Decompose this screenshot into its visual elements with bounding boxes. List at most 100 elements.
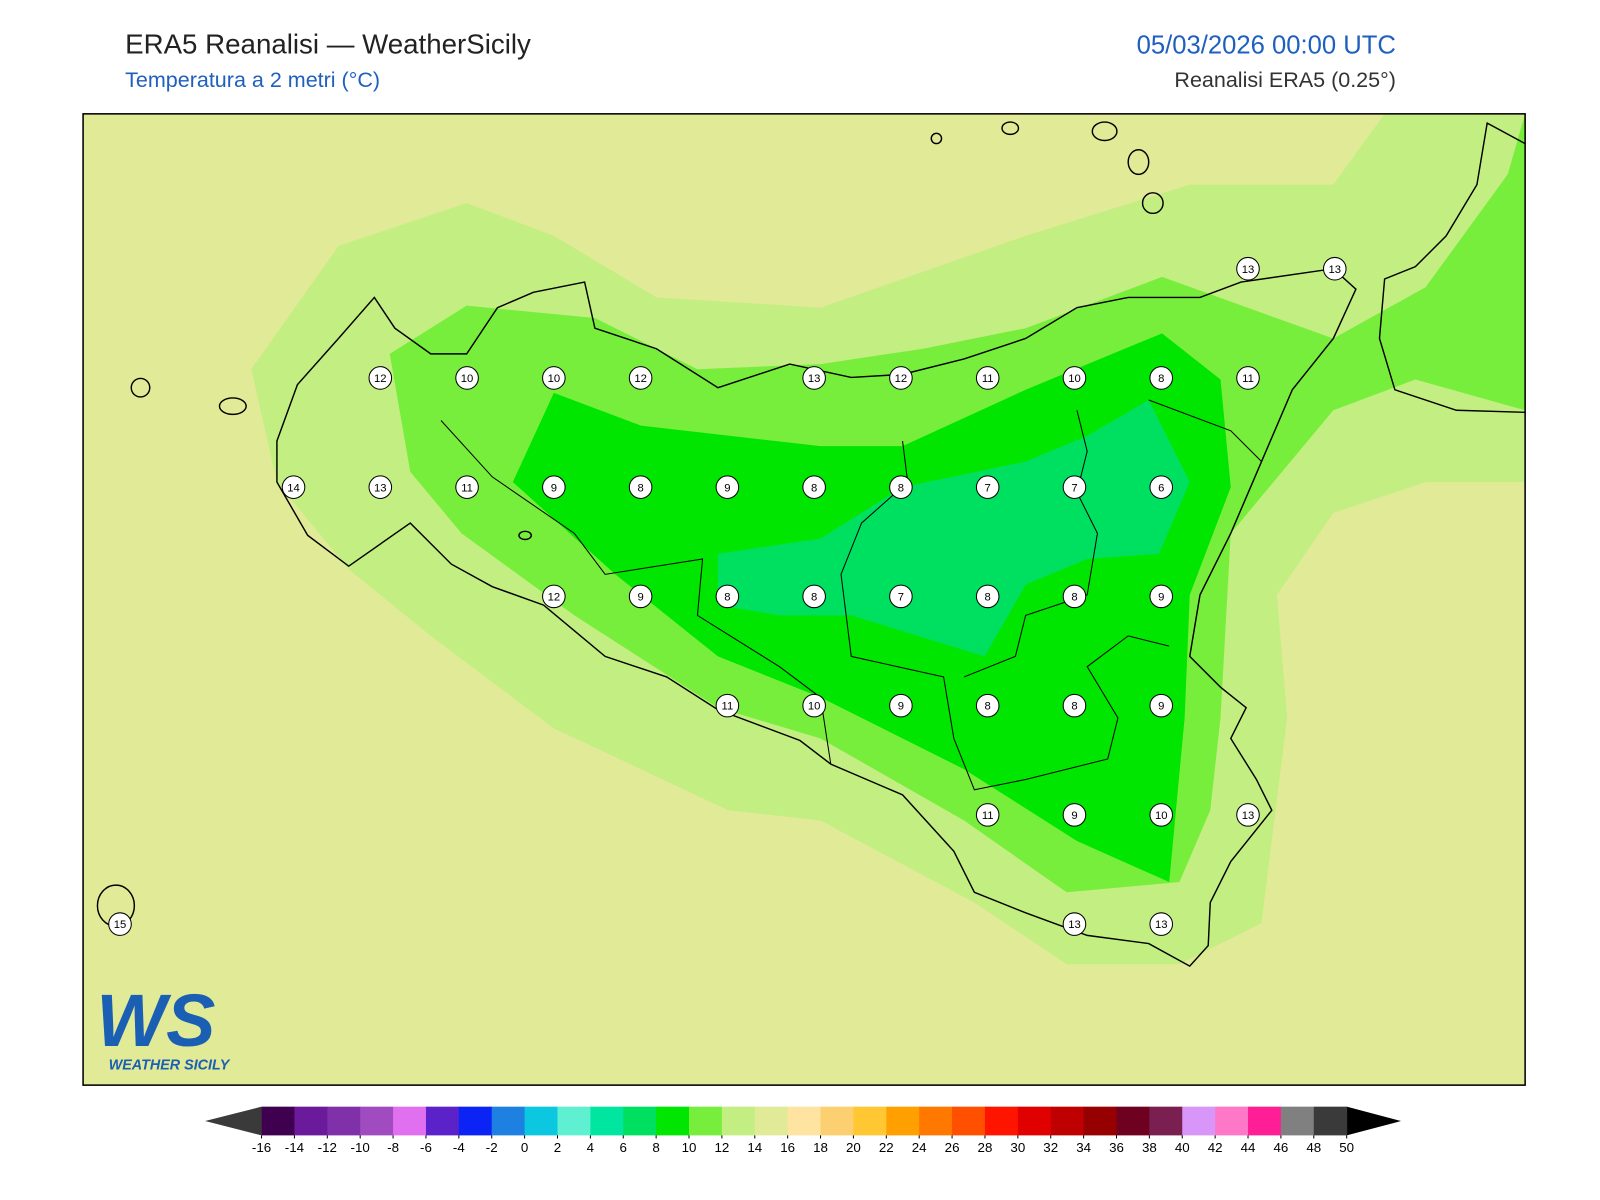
- station-value: 8: [1071, 592, 1077, 604]
- station-value: 7: [898, 592, 904, 604]
- station-marker: [802, 693, 826, 718]
- colorbar-tick-label: -4: [453, 1140, 465, 1155]
- station-marker: [802, 584, 826, 609]
- colorbar-tick-label: 0: [521, 1140, 528, 1155]
- colorbar-tick-label: 48: [1306, 1140, 1321, 1155]
- station-marker: [628, 366, 653, 390]
- colorbar-bin: [261, 1106, 295, 1136]
- station-marker: [368, 475, 393, 499]
- station-value: 8: [637, 482, 643, 494]
- station-marker: [715, 584, 740, 609]
- colorbar-tick-label: -8: [387, 1140, 399, 1155]
- station-marker: [889, 584, 913, 609]
- station-marker: [1062, 475, 1087, 499]
- colorbar-tick-label: 16: [780, 1140, 795, 1155]
- calabria-coast: [1378, 121, 1526, 414]
- colorbar-bin: [754, 1106, 789, 1136]
- colorbar-bin: [327, 1106, 361, 1136]
- colorbar-bin: [1083, 1106, 1118, 1136]
- sicily-coast: [276, 267, 1357, 968]
- station-value: 12: [548, 592, 561, 604]
- colorbar-extend-low: [205, 1106, 262, 1136]
- colorbar: -16 -14 -12 -10 -8 -6 -4 -2 0 2 4 6 8 10 12 14 16 18 20 22 2…: [205, 1106, 1402, 1155]
- colorbar-bin: [952, 1106, 986, 1136]
- colorbar-tick-label: -16: [252, 1140, 271, 1155]
- colorbar-tick-label: 12: [714, 1140, 729, 1155]
- station-value: 9: [724, 482, 730, 494]
- colorbar-tick-label: 36: [1109, 1140, 1124, 1155]
- station-marker: [975, 693, 1000, 718]
- island: [1001, 121, 1020, 136]
- station-value: 8: [1071, 701, 1077, 713]
- colorbar-tick-label: 50: [1339, 1140, 1354, 1155]
- station-marker: [1062, 803, 1087, 827]
- logo: WS WEATHER SICILY: [96, 979, 230, 1074]
- colorbar-bin: [919, 1106, 953, 1136]
- colorbar-tick-label: -10: [351, 1140, 370, 1155]
- colorbar-bin: [623, 1106, 657, 1136]
- datetime: 05/03/2026 00:00 UTC: [1137, 31, 1396, 59]
- station-value: 10: [548, 373, 561, 385]
- colorbar-bin: [787, 1106, 822, 1136]
- title: ERA5 Reanalisi — WeatherSicily: [125, 28, 531, 59]
- colorbar-tick-label: 42: [1208, 1140, 1223, 1155]
- station-labels: 13 13 12 10 10 12 13 12 11 10 8 11 14 13 11 9 8 9 8 8 7 7 6 12 9…: [108, 256, 1347, 936]
- colorbar-tick-label: 18: [813, 1140, 828, 1155]
- station-marker: [715, 693, 740, 718]
- colorbar-bin: [425, 1106, 460, 1136]
- colorbar-tick-label: 38: [1142, 1140, 1157, 1155]
- station-marker: [715, 475, 740, 499]
- colorbar-bin: [886, 1106, 920, 1136]
- colorbar-tick-label: 46: [1273, 1140, 1288, 1155]
- station-value: 14: [287, 482, 300, 494]
- station-marker: [368, 366, 393, 390]
- station-marker: [802, 475, 826, 499]
- station-marker: [889, 693, 913, 718]
- station-marker: [1149, 912, 1174, 936]
- colorbar-bin: [1149, 1106, 1183, 1136]
- station-value: 8: [985, 701, 991, 713]
- colorbar-tick-label: 8: [652, 1140, 659, 1155]
- colorbar-tick-label: 22: [879, 1140, 894, 1155]
- station-marker: [1236, 256, 1260, 281]
- station-value: 11: [982, 810, 994, 822]
- station-value: 8: [898, 482, 904, 494]
- colorbar-tick-label: 24: [912, 1140, 927, 1155]
- station-marker: [975, 475, 1000, 499]
- colorbar-tick-label: 20: [846, 1140, 861, 1155]
- station-value: 9: [898, 701, 904, 713]
- island: [518, 530, 532, 541]
- logo-name: WEATHER SICILY: [109, 1058, 231, 1074]
- colorbar-tick-label: 4: [587, 1140, 595, 1155]
- station-marker: [1062, 584, 1087, 609]
- map-frame: [82, 113, 1526, 1086]
- colorbar-tick-label: 10: [682, 1140, 697, 1155]
- station-marker: [975, 584, 1000, 609]
- colorbar-bin: [360, 1106, 394, 1136]
- station-marker: [889, 475, 913, 499]
- colorbar-bin: [656, 1106, 690, 1136]
- island: [1141, 192, 1164, 215]
- station-value: 9: [637, 592, 643, 604]
- colorbar-tick-label: 14: [747, 1140, 762, 1155]
- station-value: 10: [808, 701, 821, 713]
- station-value: 6: [1158, 482, 1164, 494]
- station-value: 10: [1155, 810, 1168, 822]
- station-value: 9: [1158, 701, 1164, 713]
- colorbar-tick-label: 6: [620, 1140, 627, 1155]
- colorbar-bin: [689, 1106, 723, 1136]
- station-value: 11: [461, 482, 473, 494]
- island: [1091, 121, 1118, 142]
- colorbar-bin: [1313, 1106, 1348, 1136]
- station-value: 13: [1329, 264, 1342, 276]
- station-value: 7: [1071, 482, 1077, 494]
- source: Reanalisi ERA5 (0.25°): [1174, 68, 1395, 92]
- station-value: 13: [1242, 264, 1255, 276]
- station-marker: [628, 475, 653, 499]
- station-value: 9: [551, 482, 557, 494]
- station-marker: [802, 366, 826, 390]
- station-marker: [542, 366, 566, 390]
- station-value: 8: [811, 482, 817, 494]
